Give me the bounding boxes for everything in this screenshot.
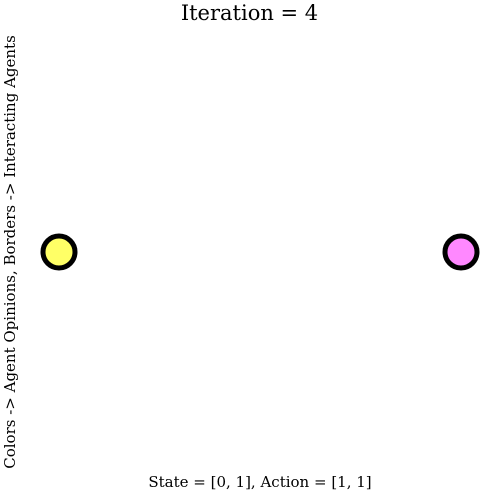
agent-0 — [40, 233, 78, 271]
figure-title: Iteration = 4 — [180, 1, 319, 25]
x-axis-label: State = [0, 1], Action = [1, 1] — [148, 473, 372, 491]
agent-1 — [442, 233, 480, 271]
